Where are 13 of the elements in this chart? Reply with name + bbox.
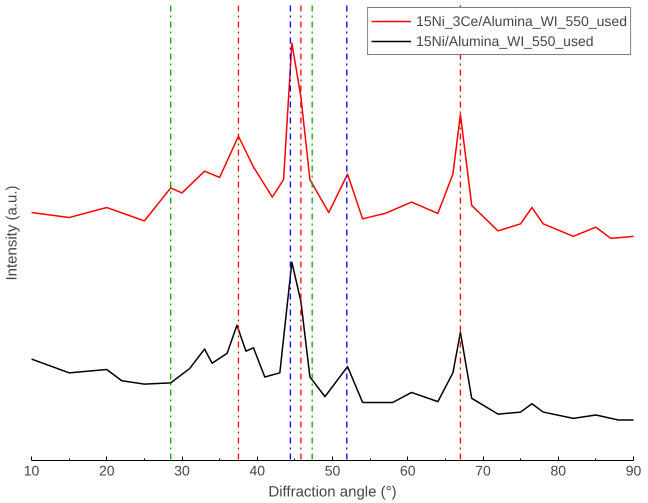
x-tick-label: 50: [324, 462, 340, 478]
x-tick-label: 70: [475, 462, 491, 478]
x-axis-title: Diffraction angle (°): [268, 484, 397, 500]
x-tick-label: 80: [550, 462, 566, 478]
x-tick-label: 30: [174, 462, 190, 478]
x-tick-label: 10: [24, 462, 40, 478]
y-axis-title: Intensity (a.u.): [4, 185, 20, 281]
legend-label: 15Ni/Alumina_WI_550_used: [416, 33, 594, 49]
x-tick-label: 20: [98, 462, 115, 478]
legend-label: 15Ni_3Ce/Alumina_WI_550_used: [416, 13, 627, 29]
x-tick-label: 90: [626, 462, 642, 478]
x-tick-label: 40: [249, 462, 266, 478]
x-tick-label: 60: [400, 462, 416, 478]
